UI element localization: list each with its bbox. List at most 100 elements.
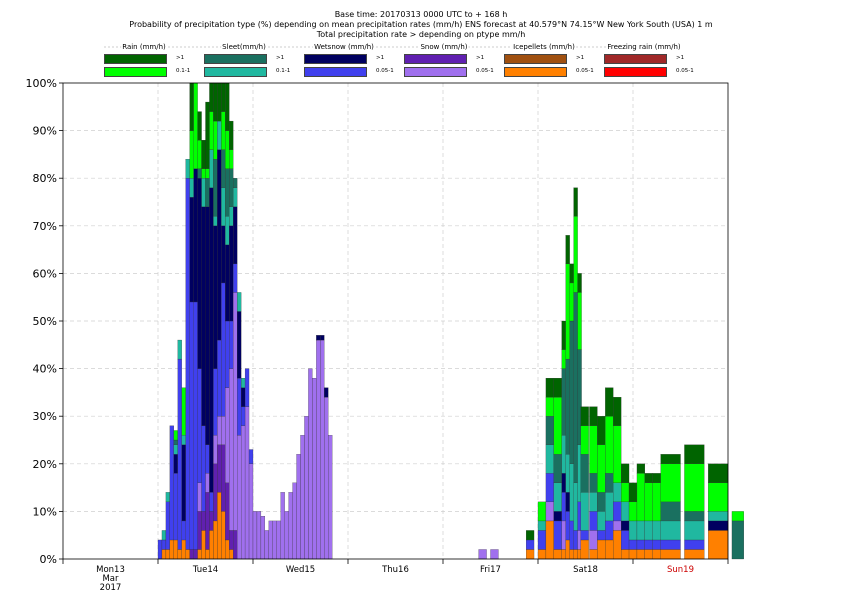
- bar-segment-sleet_hi: [233, 178, 238, 188]
- bar-segment-snow_lo: [320, 339, 325, 560]
- bar-segment-icepellets_lo: [201, 530, 206, 560]
- bar-segment-sleet_lo: [161, 530, 167, 541]
- bar-segment-rain_lo: [189, 130, 194, 179]
- legend-heading: Icepellets (mm/h): [512, 43, 576, 51]
- bar-segment-sleet_lo: [165, 492, 171, 503]
- bar-segment-snow_lo: [561, 520, 566, 550]
- bar-segment-snow_lo: [308, 368, 313, 560]
- bar-segment-wetsnow_hi: [213, 225, 218, 369]
- bar-segment-sleet_hi: [173, 439, 178, 445]
- bar-segment-sleet_hi: [731, 520, 744, 560]
- bar-segment-icepellets_lo: [205, 549, 210, 560]
- y-tick-label: 90%: [33, 125, 57, 138]
- bar-segment-rain_hi: [189, 82, 194, 131]
- bar-segment-wetsnow_lo: [545, 473, 554, 503]
- bar-segment-sleet_lo: [580, 492, 589, 531]
- bar-segment-wetsnow_lo: [244, 368, 250, 407]
- bar-segment-icepellets_lo: [169, 539, 174, 560]
- legend-heading: Freezing rain (mm/h): [606, 43, 682, 51]
- title-line-1: Base time: 20170313 0000 UTC to + 168 h: [334, 10, 508, 19]
- bar-segment-rain_lo: [605, 416, 614, 474]
- bar-segment-wetsnow_lo: [189, 301, 194, 550]
- bar-segment-rain_hi: [221, 82, 226, 112]
- chart-title-block: Base time: 20170313 0000 UTC to + 168 h …: [0, 10, 842, 40]
- bar-segment-snow_hi: [233, 530, 238, 560]
- bar-segment-icepellets_lo: [537, 549, 547, 560]
- bar-segment-snow_hi: [197, 511, 202, 550]
- bar-segment-rain_hi: [209, 82, 214, 112]
- bar-segment-rain_lo: [613, 425, 622, 483]
- bar-segment-snow_lo: [237, 435, 242, 560]
- bar-segment-rain_hi: [213, 82, 218, 122]
- bar-segment-icepellets_lo: [605, 539, 614, 560]
- legend-swatch-label: >1: [176, 55, 185, 61]
- bar-segment-wetsnow_lo: [233, 263, 238, 293]
- bar-segment-wetsnow_lo: [193, 301, 198, 550]
- bar-segment-rain_hi: [205, 101, 210, 169]
- bar-segment-snow_lo: [296, 454, 301, 560]
- legend-swatch-lo: [304, 67, 367, 77]
- bar-segment-rain_lo: [565, 263, 570, 360]
- bar-segment-snow_lo: [324, 397, 329, 560]
- y-tick-label: 80%: [33, 172, 57, 185]
- bar-segment-snow_lo: [300, 435, 305, 560]
- bar-segment-rain_hi: [577, 273, 582, 293]
- bar-segment-rain_hi: [217, 82, 222, 122]
- bar-segment-rain_hi: [229, 120, 234, 150]
- bar-segment-rain_hi: [636, 463, 645, 474]
- bar-segment-snow_lo: [256, 511, 262, 560]
- bar-segment-rain_hi: [605, 387, 614, 417]
- bar-segment-snow_hi: [213, 463, 218, 522]
- bar-segment-wetsnow_hi: [561, 473, 566, 493]
- legend-swatch-lo: [404, 67, 467, 77]
- bar-segment-icepellets_lo: [660, 549, 681, 560]
- bar-segment-rain_lo: [573, 216, 578, 293]
- legend-swatch-label: >1: [576, 55, 585, 61]
- bar-segment-icepellets_lo: [229, 549, 234, 560]
- bar-segment-icepellets_lo: [177, 549, 182, 560]
- bar-segment-wetsnow_lo: [205, 444, 210, 474]
- bar-segment-icepellets_lo: [209, 530, 214, 560]
- bar-segment-icepellets_lo: [553, 549, 562, 560]
- bar-segment-rain_hi: [580, 406, 589, 426]
- x-tick-label: Sun19: [667, 565, 694, 575]
- bar-segment-rain_hi: [201, 139, 206, 169]
- bar-segment-rain_hi: [597, 416, 606, 445]
- bar-segment-rain_lo: [181, 387, 186, 436]
- bar-segment-snow_hi: [229, 530, 234, 550]
- bar-segment-sleet_hi: [580, 454, 589, 493]
- bar-segment-wetsnow_hi: [233, 206, 238, 265]
- bar-segment-rain_lo: [708, 482, 729, 512]
- bar-segment-wetsnow_lo: [573, 530, 578, 550]
- bar-segment-rain_lo: [636, 473, 645, 522]
- bar-segment-wetsnow_hi: [205, 206, 210, 445]
- bar-segment-snow_lo: [312, 377, 317, 560]
- bar-segment-wetsnow_hi: [217, 149, 222, 341]
- x-tick-label: Fri17: [480, 565, 501, 575]
- x-tick-label: Mar: [102, 574, 119, 584]
- bar-segment-rain_lo: [644, 482, 653, 522]
- bar-segment-icepellets_lo: [545, 520, 554, 560]
- bar-segment-wetsnow_lo: [225, 320, 230, 388]
- bar-segment-snow_lo: [304, 416, 309, 560]
- bar-segment-wetsnow_hi: [221, 225, 226, 284]
- bar-segment-snow_hi: [221, 444, 226, 512]
- bar-segment-rain_lo: [225, 130, 230, 169]
- bar-segment-rain_hi: [660, 454, 681, 464]
- bar-segment-icepellets_lo: [161, 549, 167, 560]
- bar-segment-wetsnow_lo: [221, 282, 226, 417]
- bar-segment-icepellets_lo: [589, 549, 598, 560]
- bar-segment-wetsnow_lo: [628, 539, 638, 550]
- bar-segment-rain_hi: [644, 473, 653, 483]
- bar-segment-rain_hi: [684, 444, 705, 464]
- bar-segment-sleet_lo: [636, 520, 645, 541]
- bar-segment-icepellets_lo: [621, 549, 630, 560]
- bar-segment-wetsnow_hi: [197, 178, 202, 369]
- bar-segment-sleet_lo: [185, 159, 190, 179]
- bar-segment-wetsnow_hi: [708, 520, 729, 531]
- legend-swatch-label: >1: [376, 55, 385, 61]
- bar-segment-wetsnow_lo: [621, 530, 630, 550]
- bar-segment-wetsnow_hi: [565, 492, 570, 512]
- bar-segment-snow_lo: [292, 482, 297, 560]
- bar-segment-rain_hi: [565, 235, 570, 265]
